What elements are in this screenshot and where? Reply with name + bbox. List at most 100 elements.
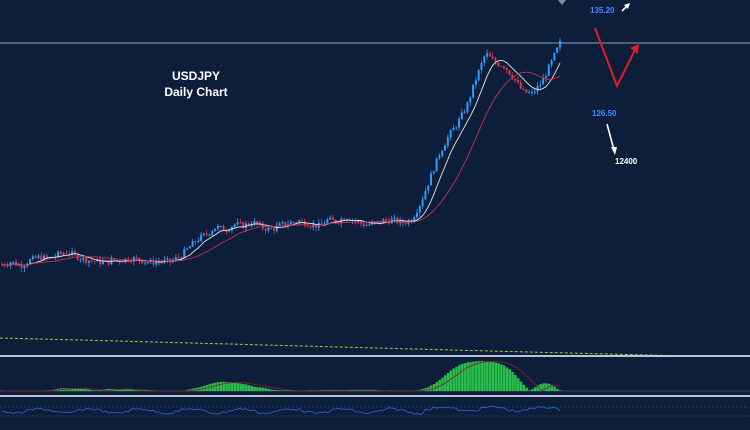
candle-body [177, 257, 180, 259]
candle-body [539, 84, 542, 86]
histogram-bar [494, 362, 498, 391]
panel-separator-2 [0, 395, 750, 397]
candle-body [6, 265, 9, 267]
candle-body [446, 137, 449, 146]
candle-body [71, 251, 74, 255]
candle-body [404, 223, 407, 225]
candle-body [483, 56, 486, 63]
histogram-bar [553, 386, 556, 391]
candle-body [129, 261, 132, 263]
histogram-bar [371, 390, 374, 391]
candle-body [556, 47, 559, 53]
histogram-bar [124, 389, 127, 391]
candle-body [222, 225, 225, 231]
histogram-bar [533, 387, 537, 391]
histogram-bar [519, 381, 523, 391]
candle-body [396, 217, 399, 224]
candle-body [329, 217, 332, 220]
candle-body [511, 74, 514, 79]
candle-body [256, 221, 259, 224]
candle-body [45, 255, 48, 259]
histogram-bar [469, 362, 472, 391]
candle-body [29, 259, 32, 264]
histogram-bar [228, 382, 231, 391]
candle-body [225, 230, 228, 232]
candle-body [272, 228, 275, 231]
candle-body [141, 260, 144, 264]
candle-body [550, 60, 553, 65]
histogram-bar [446, 372, 450, 391]
candle-body [292, 221, 295, 223]
histogram-bar [73, 388, 77, 391]
candle-body [544, 75, 547, 78]
candle-body [365, 224, 368, 226]
histogram-bar [127, 389, 130, 391]
candle-body [121, 261, 124, 263]
candle-body [250, 224, 253, 226]
histogram-bar [230, 382, 234, 391]
candle-body [301, 220, 304, 222]
candle-body [371, 222, 374, 225]
histogram-bar [530, 389, 534, 391]
candle-body [449, 130, 452, 138]
candle-body [107, 260, 110, 265]
candle-body [43, 255, 46, 261]
candle-body [59, 251, 62, 254]
up-arrow-head [624, 3, 630, 9]
candle-body [37, 255, 40, 258]
histogram-bar [242, 384, 245, 391]
histogram-bar [281, 390, 284, 391]
histogram-bar [547, 383, 551, 391]
candle-body [34, 256, 37, 258]
red-zigzag-arrow [594, 27, 637, 89]
histogram-bar [79, 388, 83, 391]
candle-body [393, 217, 396, 219]
histogram-bar [141, 390, 144, 391]
candle-body [99, 258, 102, 265]
candle-body [323, 223, 326, 225]
candle-body [334, 219, 337, 223]
candle-body [275, 225, 278, 231]
histogram-bar [107, 388, 111, 391]
histogram-bar [250, 386, 254, 391]
candle-body [228, 230, 231, 232]
candle-body [553, 52, 556, 61]
upper-target-label: 135.20 [590, 6, 615, 15]
candle-body [477, 69, 480, 81]
histogram-bar [542, 383, 545, 391]
candle-body [522, 88, 525, 90]
candle-body [180, 257, 183, 259]
candle-body [57, 251, 60, 257]
histogram-bar [236, 383, 240, 391]
candle-body [320, 222, 323, 224]
candle-body [295, 222, 298, 224]
histogram-bar [362, 390, 366, 391]
candle-body [362, 223, 365, 226]
candle-body [345, 219, 348, 221]
histogram-bar [483, 361, 486, 391]
candle-body [491, 56, 494, 59]
candle-body [166, 258, 169, 260]
candle-body [233, 224, 236, 227]
candle-body [48, 257, 51, 259]
histogram-bar [491, 361, 495, 391]
candle-body [547, 64, 550, 76]
histogram-bar [559, 390, 562, 391]
candle-body [73, 251, 76, 255]
histogram-bar [550, 384, 554, 391]
histogram-bar [458, 365, 461, 391]
candle-body [469, 97, 472, 103]
histogram-bar [261, 387, 265, 391]
ma-fast-line [1, 59, 561, 266]
candle-body [413, 217, 416, 223]
candle-body [444, 145, 447, 151]
histogram-bar [270, 389, 273, 391]
candle-body [135, 257, 138, 259]
candle-body [169, 258, 172, 262]
candle-body [505, 67, 508, 71]
candle-body [472, 84, 475, 98]
candle-body [348, 219, 351, 221]
candle-body [90, 260, 93, 262]
chart-title: USDJPY [172, 69, 220, 83]
